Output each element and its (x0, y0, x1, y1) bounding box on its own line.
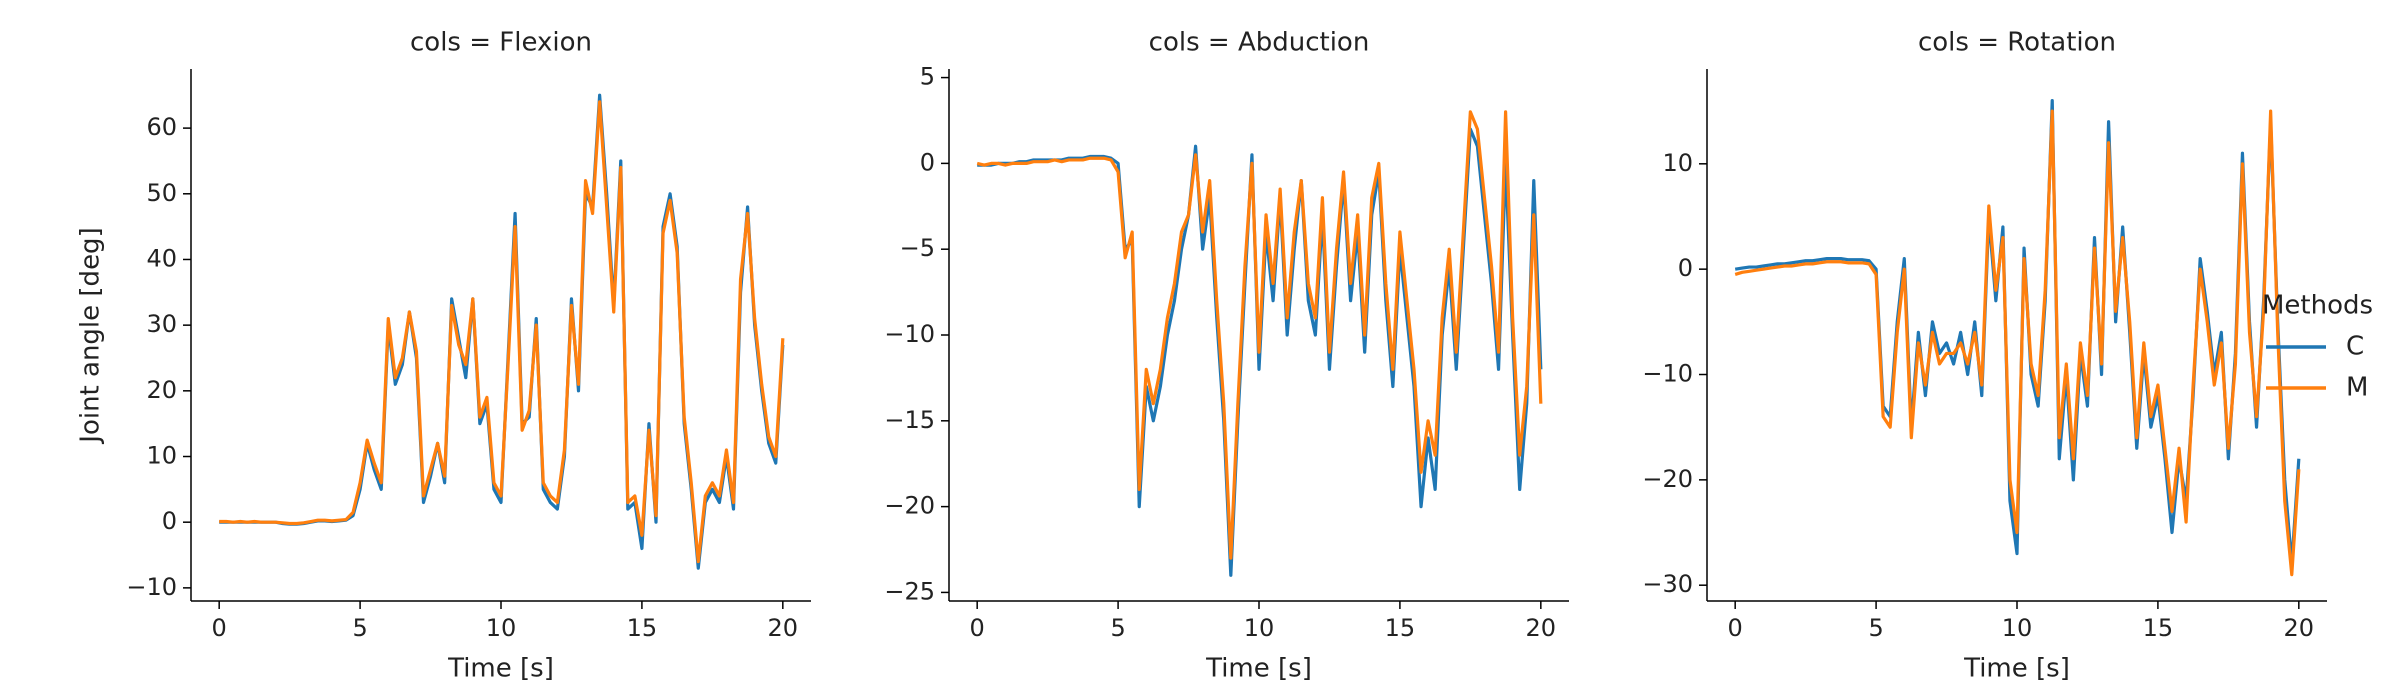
subplot-title: cols = Rotation (1918, 28, 2116, 58)
y-tick-label: 0 (162, 507, 177, 535)
legend-title: Methods (2262, 291, 2373, 321)
x-tick-label: 5 (1868, 614, 1883, 642)
x-tick-label: 5 (1110, 614, 1125, 642)
x-tick-label: 0 (970, 614, 985, 642)
y-tick-label: 10 (1662, 149, 1693, 177)
x-tick-label: 20 (1526, 614, 1557, 642)
y-tick-label: −10 (1642, 360, 1693, 388)
y-tick-label: 0 (920, 148, 935, 176)
subplot: cols = Flexion −10 0 10 20 30 40 50 60 0 5 10 15 20 Ti… (76, 28, 811, 684)
y-tick-label: −5 (900, 234, 935, 262)
y-tick-label: −20 (1642, 465, 1693, 493)
x-axis-label: Time [s] (1963, 654, 2070, 684)
y-tick-label: 30 (146, 310, 177, 338)
x-tick-label: 10 (486, 614, 517, 642)
y-tick-label: 50 (146, 179, 177, 207)
y-axis-label: Joint angle [deg] (76, 227, 106, 444)
y-tick-label: 60 (146, 113, 177, 141)
subplot-title: cols = Abduction (1149, 28, 1370, 58)
data-line (219, 100, 785, 564)
y-tick-label: −10 (126, 573, 177, 601)
y-tick-label: −10 (884, 320, 935, 348)
x-axis-label: Time [s] (1205, 654, 1312, 684)
x-tick-label: 10 (2002, 614, 2033, 642)
x-tick-label: 0 (1728, 614, 1743, 642)
legend-label: M (2346, 373, 2368, 403)
x-tick-label: 15 (627, 614, 658, 642)
subplot-title: cols = Flexion (410, 28, 592, 58)
data-line (1734, 109, 2301, 577)
y-tick-label: 5 (920, 63, 935, 91)
legend-label: C (2346, 332, 2364, 362)
y-tick-label: −15 (884, 406, 935, 434)
data-line (977, 127, 1543, 577)
x-tick-label: 15 (2143, 614, 2174, 642)
data-line (976, 110, 1543, 560)
subplot: cols = Abduction −25 −20 −15 −10 −5 0 5 0 5 10 15 20… (884, 28, 1569, 684)
y-tick-label: −20 (884, 492, 935, 520)
y-tick-label: 0 (1678, 254, 1693, 282)
x-tick-label: 10 (1244, 614, 1275, 642)
y-tick-label: −30 (1642, 570, 1693, 598)
x-tick-label: 20 (768, 614, 799, 642)
x-tick-label: 0 (212, 614, 227, 642)
y-tick-label: 40 (146, 244, 177, 272)
y-tick-label: 10 (146, 442, 177, 470)
y-tick-label: −25 (884, 577, 935, 605)
x-tick-label: 5 (352, 614, 367, 642)
x-tick-label: 15 (1385, 614, 1416, 642)
y-tick-label: 20 (146, 376, 177, 404)
x-tick-label: 20 (2284, 614, 2315, 642)
x-axis-label: Time [s] (447, 654, 554, 684)
subplot: cols = Rotation −30 −20 −10 0 10 0 5 10 15 20 Time … (1642, 28, 2327, 684)
